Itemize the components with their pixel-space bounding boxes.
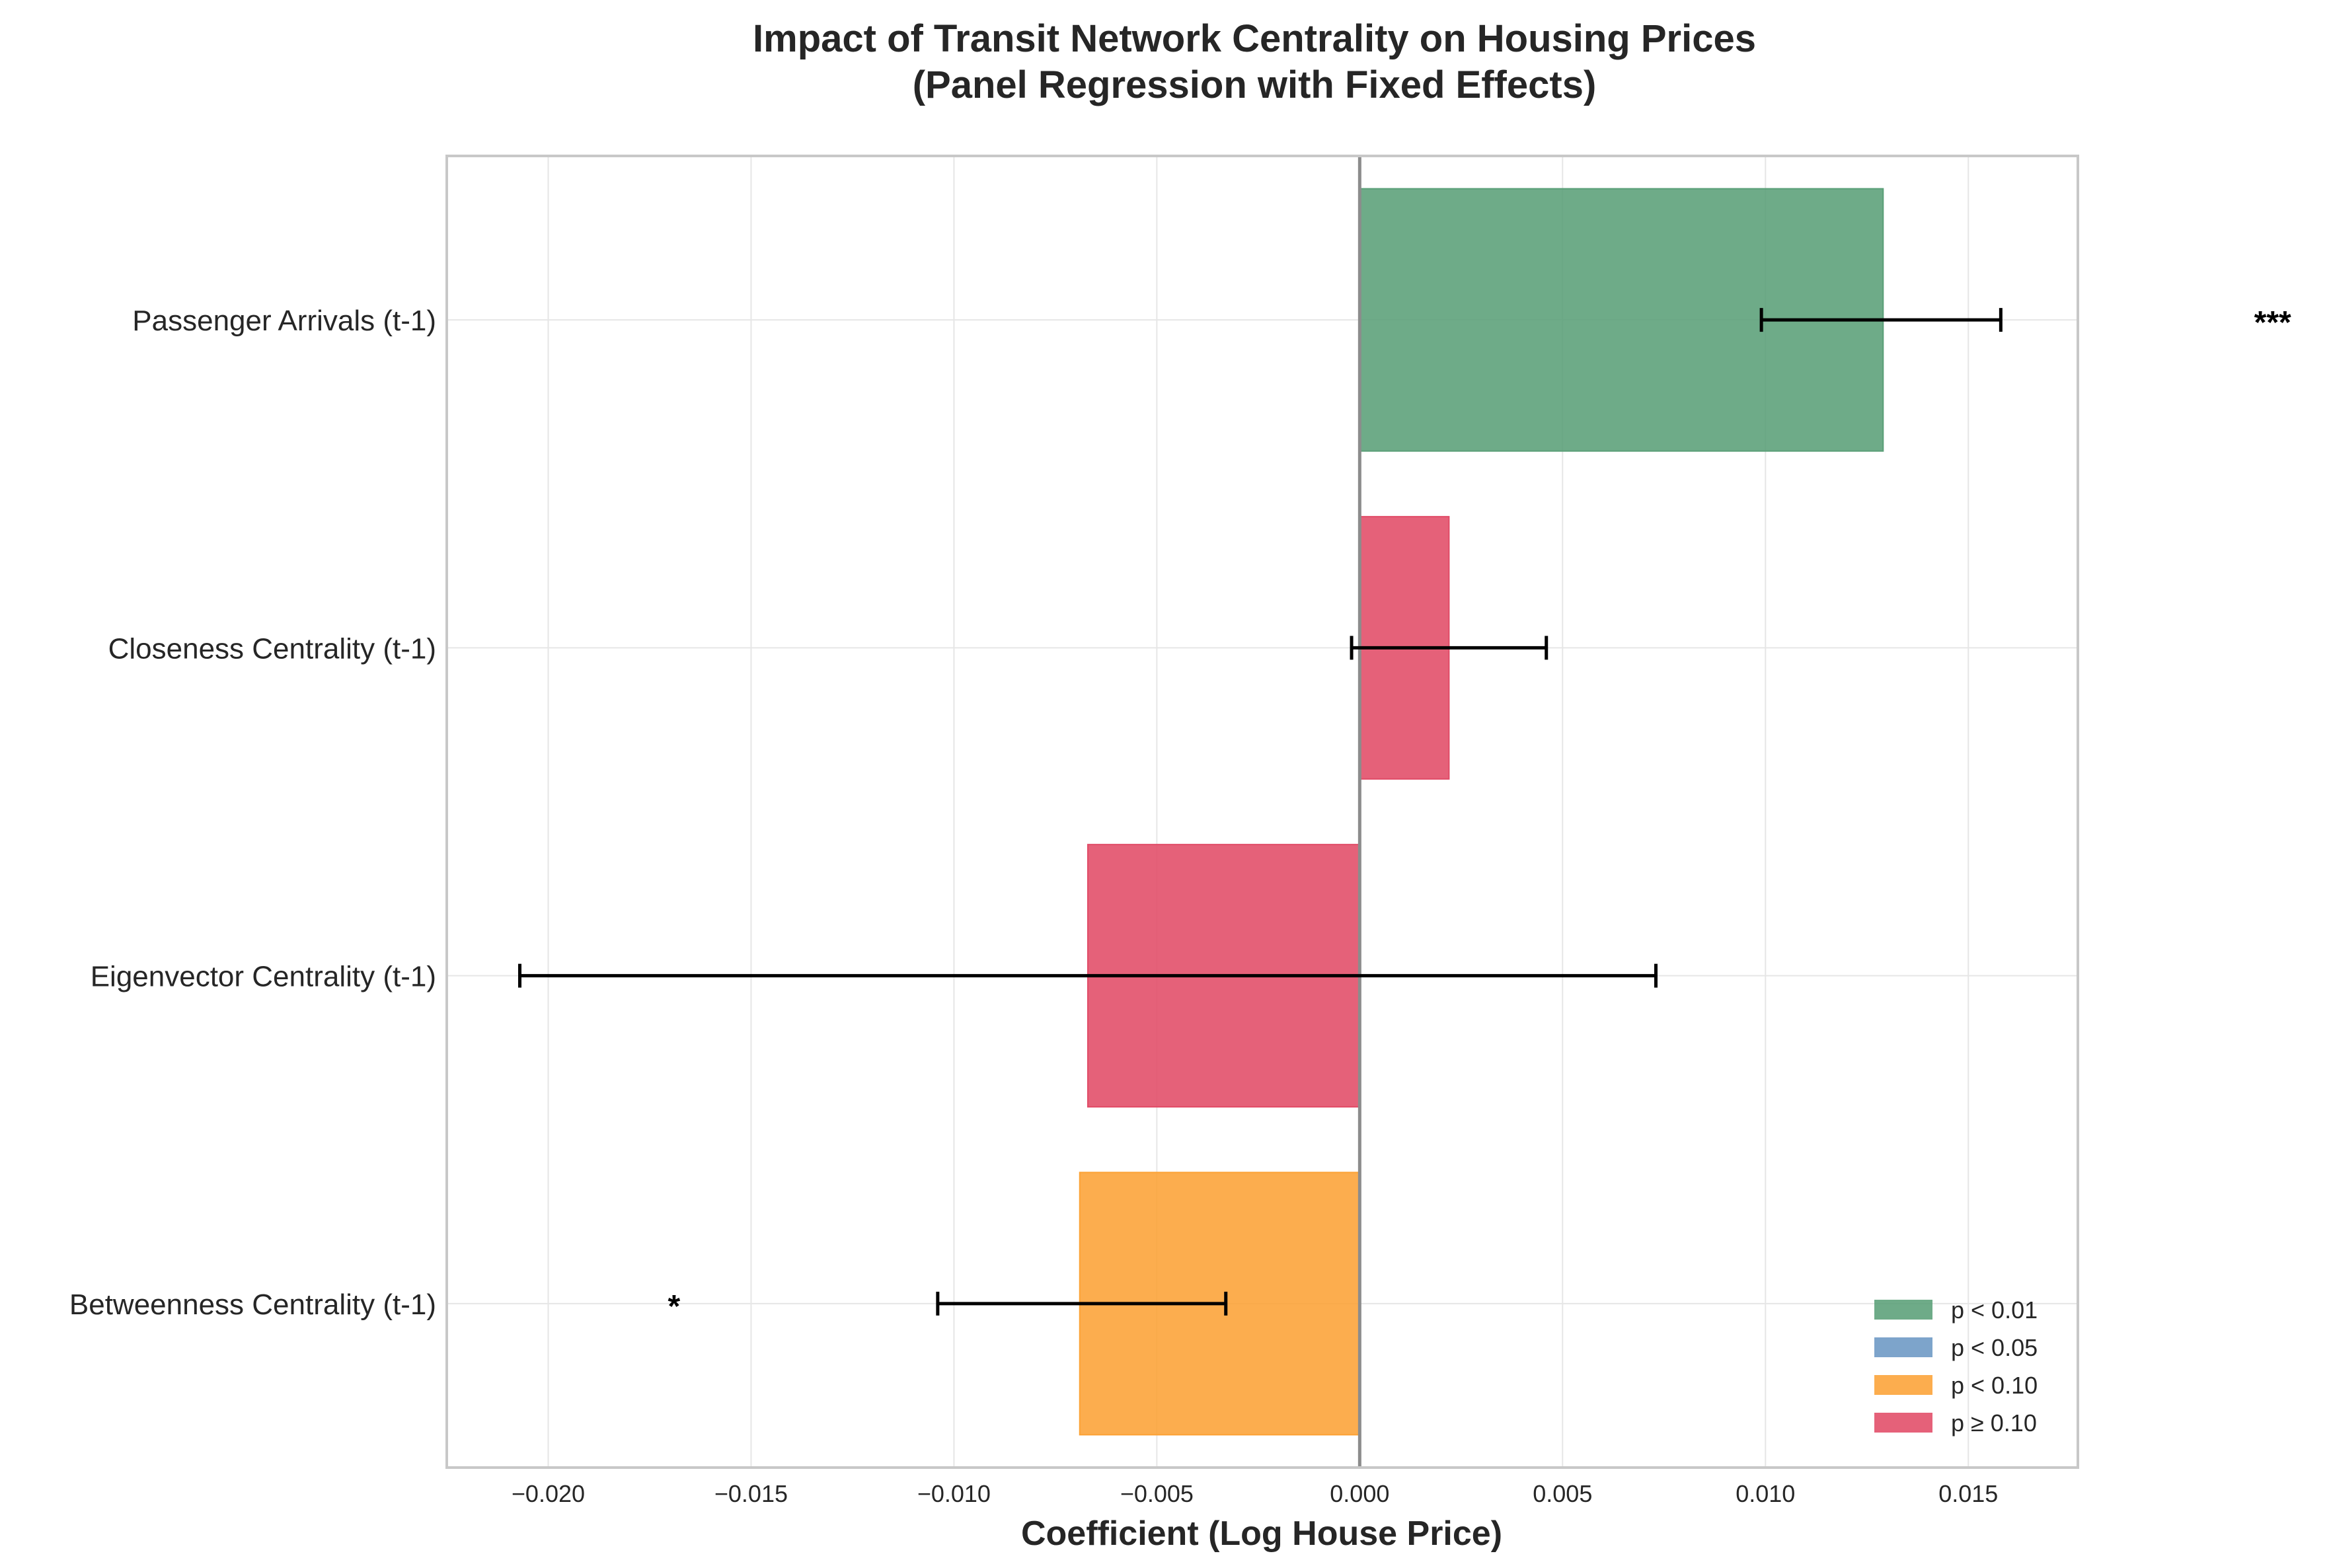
x-tick-label: −0.015 [714,1480,788,1507]
x-axis-label: Coefficient (Log House Price) [1021,1514,1502,1553]
legend-label: p ≥ 0.10 [1951,1409,2037,1437]
legend: p < 0.01 p < 0.05 p < 0.10 p ≥ 0.10 [1874,1296,2038,1437]
x-tick-label: −0.005 [1120,1480,1194,1507]
significance-marker: * [668,1289,680,1324]
significance-markers: **** [668,305,2291,1324]
legend-swatch [1874,1337,1932,1357]
chart-title: Impact of Transit Network Centrality on … [753,17,1756,60]
x-tick-labels: −0.020 −0.015 −0.010 −0.005 0.000 0.005 0.010 0… [512,1480,1998,1507]
legend-swatch [1874,1300,1932,1320]
plot-frame [445,155,2079,1469]
legend-swatch [1874,1375,1932,1395]
legend-swatch [1874,1413,1932,1433]
legend-label: p < 0.05 [1951,1334,2038,1361]
x-tick-label: −0.010 [917,1480,991,1507]
error-bars [518,308,2003,1316]
legend-label: p < 0.10 [1951,1372,2038,1399]
x-tick-label: 0.015 [1938,1480,1998,1507]
chart-subtitle: (Panel Regression with Fixed Effects) [913,63,1597,106]
significance-marker: *** [2254,305,2291,340]
y-category-label: Passenger Arrivals (t-1) [132,305,436,337]
x-tick-label: 0.000 [1330,1480,1389,1507]
y-category-label: Betweenness Centrality (t-1) [69,1288,436,1321]
x-tick-label: −0.020 [512,1480,585,1507]
y-category-label: Eigenvector Centrality (t-1) [91,961,436,993]
y-category-label: Closeness Centrality (t-1) [108,632,436,665]
bars [1079,188,1884,1436]
legend-label: p < 0.01 [1951,1296,2038,1324]
x-tick-label: 0.010 [1736,1480,1795,1507]
x-tick-label: 0.005 [1533,1480,1592,1507]
y-category-labels: Passenger Arrivals (t-1) Closeness Centra… [69,305,436,1321]
